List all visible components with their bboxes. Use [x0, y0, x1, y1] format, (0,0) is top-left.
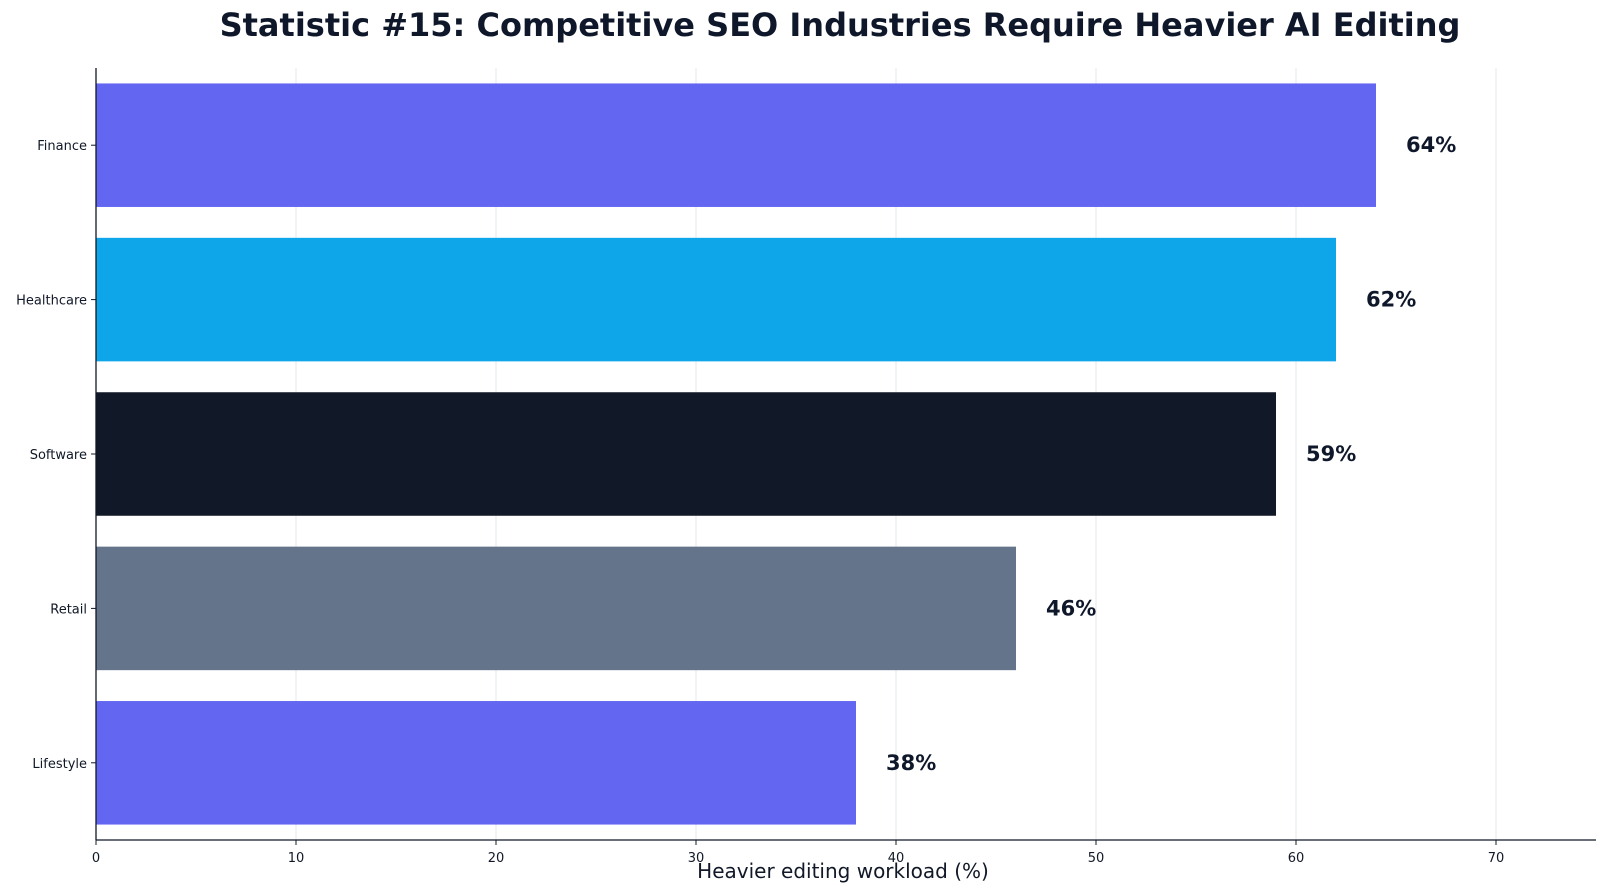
axes [91, 68, 1596, 845]
value-label-software: 59% [1306, 442, 1356, 466]
tick-labels: 0 10 20 30 40 50 60 70 Finance Healthcare Software… [16, 139, 1504, 866]
x-tick-label-10: 10 [288, 851, 305, 866]
category-label-healthcare: Healthcare [16, 294, 87, 309]
bars [96, 83, 1376, 825]
x-tick-label-20: 20 [488, 851, 505, 866]
bar-finance [96, 83, 1376, 207]
value-label-lifestyle: 38% [886, 751, 936, 775]
value-label-healthcare: 62% [1366, 288, 1416, 312]
value-labels: 64% 62% 59% 46% 38% [886, 133, 1456, 775]
x-tick-label-40: 40 [888, 851, 905, 866]
value-label-retail: 46% [1046, 596, 1096, 620]
category-label-finance: Finance [37, 139, 87, 154]
x-tick-label-70: 70 [1488, 851, 1505, 866]
category-label-software: Software [30, 448, 87, 463]
x-tick-label-0: 0 [92, 851, 100, 866]
category-label-lifestyle: Lifestyle [32, 757, 87, 772]
category-label-retail: Retail [50, 602, 87, 617]
bar-software [96, 392, 1276, 516]
bar-healthcare [96, 237, 1336, 362]
x-tick-label-30: 30 [688, 851, 705, 866]
x-tick-label-50: 50 [1088, 851, 1105, 866]
chart-title: Statistic #15: Competitive SEO Industrie… [220, 6, 1461, 44]
bar-lifestyle [96, 701, 856, 825]
bar-retail [96, 546, 1016, 671]
x-axis-label: Heavier editing workload (%) [697, 859, 989, 883]
x-tick-label-60: 60 [1288, 851, 1305, 866]
value-label-finance: 64% [1406, 133, 1456, 157]
